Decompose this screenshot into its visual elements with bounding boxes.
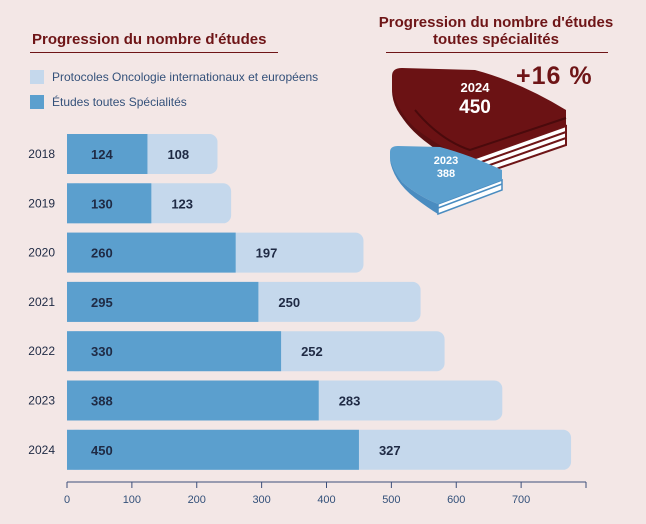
data-label-protocoles-2023: 283 <box>339 394 361 409</box>
category-label-2020: 2020 <box>28 246 55 260</box>
category-label-2022: 2022 <box>28 344 55 358</box>
infographic-title-line2: toutes spécialités <box>433 31 559 48</box>
chart-title: Progression du nombre d'études <box>32 31 267 48</box>
title-rule-left <box>30 52 278 53</box>
bar-etudes-2021 <box>67 281 259 322</box>
data-label-etudes-2021: 295 <box>91 295 113 310</box>
data-label-etudes-2018: 124 <box>91 147 113 162</box>
book-2023-year: 2023 <box>434 155 458 167</box>
book-2024-year: 2024 <box>461 80 491 95</box>
category-label-2019: 2019 <box>28 196 55 210</box>
data-label-protocoles-2019: 123 <box>171 196 193 211</box>
legend-label-protocoles: Protocoles Oncologie internationaux et e… <box>52 70 319 84</box>
x-tick-label-700: 700 <box>512 494 530 506</box>
category-label-2024: 2024 <box>28 443 55 457</box>
infographic-title-line1: Progression du nombre d'études <box>378 14 614 31</box>
legend-swatch-light <box>30 70 44 84</box>
data-label-protocoles-2018: 108 <box>167 147 189 162</box>
data-label-etudes-2024: 450 <box>91 443 113 458</box>
book-2024-value: 450 <box>459 97 491 118</box>
title-rule-right <box>386 52 608 53</box>
category-label-2021: 2021 <box>28 295 55 309</box>
legend-swatch-dark <box>30 95 44 109</box>
bar-etudes-2022 <box>67 331 282 372</box>
book-2024-icon: 2024 450 <box>392 68 567 180</box>
x-tick-label-200: 200 <box>188 494 206 506</box>
x-tick-label-400: 400 <box>317 494 335 506</box>
data-label-protocoles-2021: 250 <box>278 295 300 310</box>
data-label-protocoles-2022: 252 <box>301 344 323 359</box>
bar-etudes-2019 <box>67 183 152 224</box>
category-label-2023: 2023 <box>28 394 55 408</box>
bar-etudes-2024 <box>67 429 359 470</box>
x-tick-label-600: 600 <box>447 494 465 506</box>
x-tick-label-0: 0 <box>64 494 70 506</box>
infographic-title: Progression du nombre d'études toutes sp… <box>376 14 616 48</box>
growth-percentage: +16 % <box>516 62 593 90</box>
x-tick-label-100: 100 <box>123 494 141 506</box>
data-label-protocoles-2020: 197 <box>256 246 278 261</box>
data-label-etudes-2020: 260 <box>91 246 113 261</box>
book-2023-icon: 2023 388 <box>390 146 503 216</box>
legend-label-etudes: Études toutes Spécialités <box>52 95 187 109</box>
data-label-etudes-2022: 330 <box>91 344 113 359</box>
bar-etudes-2018 <box>67 134 148 174</box>
data-label-etudes-2023: 388 <box>91 394 113 409</box>
legend-item-protocoles: Protocoles Oncologie internationaux et e… <box>30 70 318 84</box>
x-tick-label-500: 500 <box>382 494 400 506</box>
book-2023-value: 388 <box>437 168 455 180</box>
bar-etudes-2023 <box>67 380 319 421</box>
data-label-etudes-2019: 130 <box>91 196 113 211</box>
data-label-protocoles-2024: 327 <box>379 443 401 458</box>
legend-item-etudes: Études toutes Spécialités <box>30 95 187 109</box>
x-tick-label-300: 300 <box>252 494 270 506</box>
bar-etudes-2020 <box>67 232 236 273</box>
category-label-2018: 2018 <box>28 147 55 161</box>
